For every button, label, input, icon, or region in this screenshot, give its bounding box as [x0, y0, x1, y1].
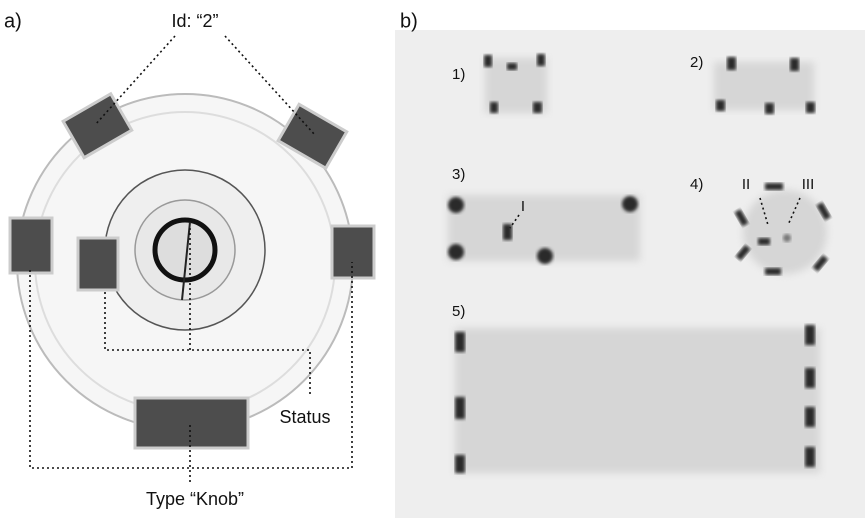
- blob-field: [455, 328, 820, 473]
- blob: [805, 407, 815, 427]
- blob: [758, 238, 770, 245]
- blob: [455, 397, 465, 419]
- pad: [276, 102, 349, 171]
- blob: [805, 447, 815, 467]
- blob-field: [743, 190, 827, 274]
- blob: [727, 57, 736, 70]
- blob: [448, 197, 464, 213]
- id-label: Id: “2”: [171, 11, 218, 31]
- blob: [765, 183, 783, 190]
- blob: [448, 244, 464, 260]
- blob: [805, 325, 815, 345]
- blob: [805, 368, 815, 388]
- image-label: 3): [452, 166, 465, 183]
- marker-label: III: [802, 176, 815, 193]
- leader-line: [104, 228, 311, 395]
- blob: [507, 63, 517, 70]
- blob: [806, 102, 815, 113]
- panel-label: b): [400, 10, 418, 32]
- blob: [783, 234, 791, 242]
- knob-pointer: [181, 221, 191, 301]
- image-label: 2): [690, 54, 703, 71]
- pad: [8, 216, 54, 275]
- blob: [533, 102, 542, 113]
- blob: [455, 332, 465, 352]
- blob: [503, 224, 512, 240]
- blob: [537, 248, 553, 264]
- image-label: 4): [690, 176, 703, 193]
- blob: [765, 268, 781, 275]
- blob: [455, 455, 465, 473]
- pad: [61, 91, 134, 160]
- blobs: [448, 54, 831, 473]
- panel-label: a): [4, 10, 22, 32]
- panel-b: b) 1) 2) 3) 4) 5) I II III: [395, 10, 865, 518]
- image-label: 1): [452, 66, 465, 83]
- blob: [537, 54, 545, 66]
- blob: [734, 209, 749, 227]
- type-label: Type “Knob”: [146, 489, 244, 509]
- blob: [816, 202, 831, 221]
- marker-label: I: [521, 198, 525, 215]
- blob: [490, 102, 498, 113]
- blob: [812, 254, 829, 272]
- status-label: Status: [279, 407, 330, 427]
- image-label: 5): [452, 303, 465, 320]
- blob: [735, 244, 751, 261]
- blob: [484, 55, 492, 67]
- blob: [716, 100, 725, 111]
- leader-line: [94, 35, 316, 136]
- blob: [765, 103, 774, 114]
- blob: [622, 196, 638, 212]
- marker-label: II: [742, 176, 750, 193]
- blob: [790, 58, 799, 71]
- pad: [76, 236, 120, 292]
- panel-a: a) Id: “2” Status Type “Knob”: [4, 10, 376, 509]
- pad: [133, 396, 250, 450]
- pad: [330, 224, 376, 280]
